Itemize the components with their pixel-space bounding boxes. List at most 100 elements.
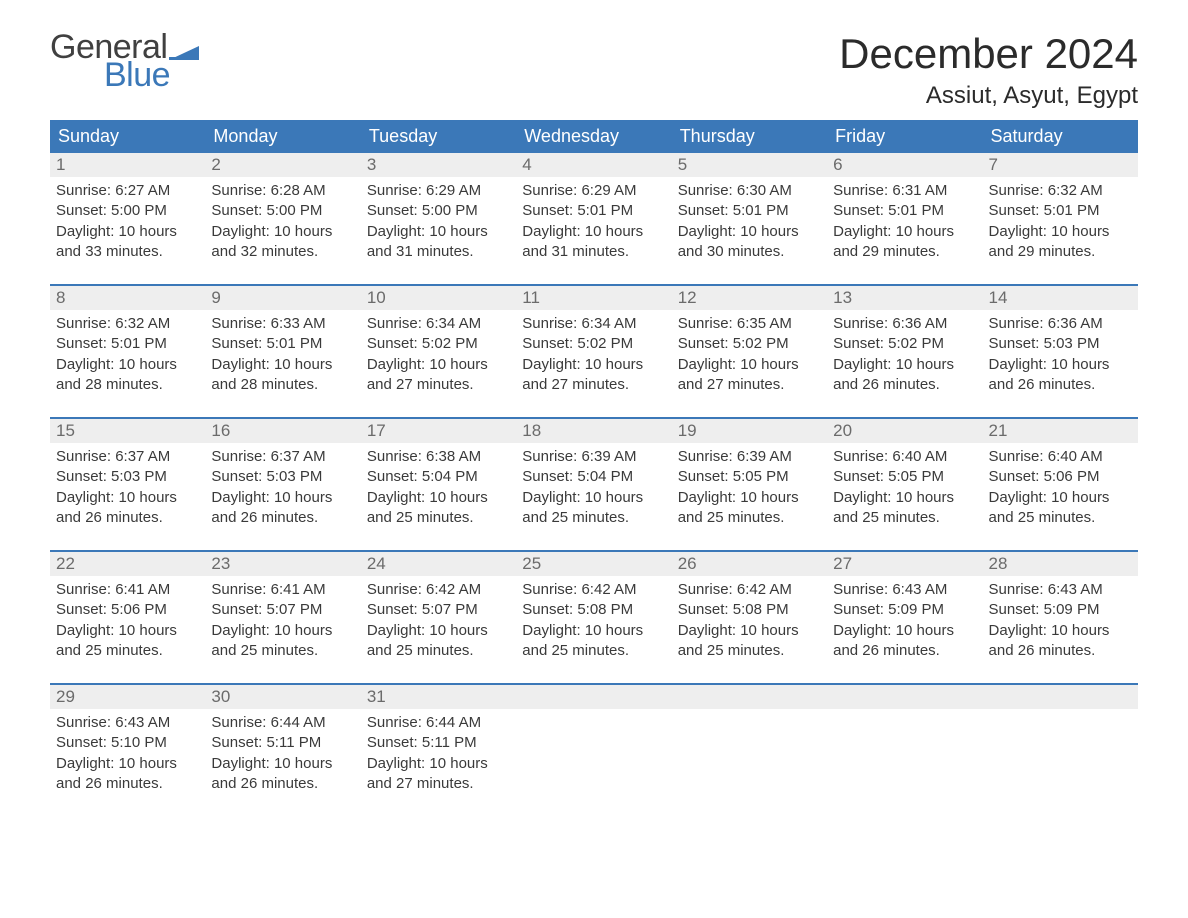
day-body: Sunrise: 6:32 AMSunset: 5:01 PMDaylight:… — [983, 177, 1138, 270]
calendar-day: 20Sunrise: 6:40 AMSunset: 5:05 PMDayligh… — [827, 419, 982, 536]
calendar-day: 14Sunrise: 6:36 AMSunset: 5:03 PMDayligh… — [983, 286, 1138, 403]
calendar-day: 11Sunrise: 6:34 AMSunset: 5:02 PMDayligh… — [516, 286, 671, 403]
calendar-day: 10Sunrise: 6:34 AMSunset: 5:02 PMDayligh… — [361, 286, 516, 403]
daylight-label: Daylight: — [833, 356, 891, 373]
day-number: 3 — [361, 153, 516, 177]
day-number: 29 — [50, 685, 205, 709]
sunrise-label: Sunrise: — [367, 448, 422, 465]
daylight-label: Daylight: — [211, 356, 269, 373]
daylight-label: Daylight: — [522, 356, 580, 373]
sunrise-label: Sunrise: — [833, 448, 888, 465]
week-row: 1Sunrise: 6:27 AMSunset: 5:00 PMDaylight… — [50, 153, 1138, 270]
calendar-day: 21Sunrise: 6:40 AMSunset: 5:06 PMDayligh… — [983, 419, 1138, 536]
location-subtitle: Assiut, Asyut, Egypt — [839, 82, 1138, 110]
daylight-label: Daylight: — [522, 489, 580, 506]
day-number: 24 — [361, 552, 516, 576]
sunrise-label: Sunrise: — [56, 315, 111, 332]
sunset-label: Sunset: — [367, 468, 418, 485]
sunset-label: Sunset: — [522, 468, 573, 485]
sunset-label: Sunset: — [833, 468, 884, 485]
sunset-label: Sunset: — [367, 734, 418, 751]
dow-friday: Friday — [827, 120, 982, 153]
daylight-label: Daylight: — [833, 223, 891, 240]
day-body: Sunrise: 6:41 AMSunset: 5:06 PMDaylight:… — [50, 576, 205, 669]
calendar-day: . — [516, 685, 671, 802]
day-number: 17 — [361, 419, 516, 443]
day-number: 28 — [983, 552, 1138, 576]
sunset-value: 5:03 PM — [266, 468, 322, 485]
sunrise-value: 6:42 AM — [426, 581, 481, 598]
sunset-value: 5:02 PM — [888, 335, 944, 352]
calendar-day: 30Sunrise: 6:44 AMSunset: 5:11 PMDayligh… — [205, 685, 360, 802]
calendar-day: 22Sunrise: 6:41 AMSunset: 5:06 PMDayligh… — [50, 552, 205, 669]
day-number: 12 — [672, 286, 827, 310]
sunrise-label: Sunrise: — [989, 448, 1044, 465]
calendar-day: 19Sunrise: 6:39 AMSunset: 5:05 PMDayligh… — [672, 419, 827, 536]
sunrise-label: Sunrise: — [367, 315, 422, 332]
daylight-label: Daylight: — [367, 489, 425, 506]
day-number: . — [516, 685, 671, 709]
sunset-value: 5:08 PM — [733, 601, 789, 618]
sunset-label: Sunset: — [989, 601, 1040, 618]
sunrise-label: Sunrise: — [989, 182, 1044, 199]
daylight-label: Daylight: — [522, 223, 580, 240]
sunrise-value: 6:39 AM — [737, 448, 792, 465]
sunrise-value: 6:36 AM — [1048, 315, 1103, 332]
day-number: 30 — [205, 685, 360, 709]
sunset-value: 5:02 PM — [577, 335, 633, 352]
calendar-day: 24Sunrise: 6:42 AMSunset: 5:07 PMDayligh… — [361, 552, 516, 669]
calendar-day: 7Sunrise: 6:32 AMSunset: 5:01 PMDaylight… — [983, 153, 1138, 270]
sunrise-value: 6:38 AM — [426, 448, 481, 465]
daylight-label: Daylight: — [56, 223, 114, 240]
sunrise-value: 6:31 AM — [892, 182, 947, 199]
day-number: 1 — [50, 153, 205, 177]
day-body: Sunrise: 6:30 AMSunset: 5:01 PMDaylight:… — [672, 177, 827, 270]
calendar-day: . — [827, 685, 982, 802]
day-body: Sunrise: 6:35 AMSunset: 5:02 PMDaylight:… — [672, 310, 827, 403]
daylight-label: Daylight: — [678, 489, 736, 506]
calendar-day: 1Sunrise: 6:27 AMSunset: 5:00 PMDaylight… — [50, 153, 205, 270]
sunrise-label: Sunrise: — [522, 448, 577, 465]
sunset-value: 5:09 PM — [1044, 601, 1100, 618]
daylight-label: Daylight: — [678, 356, 736, 373]
sunset-label: Sunset: — [522, 601, 573, 618]
calendar-day: 2Sunrise: 6:28 AMSunset: 5:00 PMDaylight… — [205, 153, 360, 270]
calendar-day: 29Sunrise: 6:43 AMSunset: 5:10 PMDayligh… — [50, 685, 205, 802]
week-row: 22Sunrise: 6:41 AMSunset: 5:06 PMDayligh… — [50, 550, 1138, 669]
sunset-label: Sunset: — [56, 601, 107, 618]
day-body: Sunrise: 6:37 AMSunset: 5:03 PMDaylight:… — [205, 443, 360, 536]
sunrise-label: Sunrise: — [211, 315, 266, 332]
sunset-label: Sunset: — [56, 734, 107, 751]
day-body: Sunrise: 6:38 AMSunset: 5:04 PMDaylight:… — [361, 443, 516, 536]
day-number: 6 — [827, 153, 982, 177]
daylight-label: Daylight: — [211, 622, 269, 639]
day-body: Sunrise: 6:39 AMSunset: 5:04 PMDaylight:… — [516, 443, 671, 536]
sunset-label: Sunset: — [211, 734, 262, 751]
day-body: Sunrise: 6:34 AMSunset: 5:02 PMDaylight:… — [361, 310, 516, 403]
sunrise-value: 6:40 AM — [1048, 448, 1103, 465]
day-number: . — [672, 685, 827, 709]
week-row: 29Sunrise: 6:43 AMSunset: 5:10 PMDayligh… — [50, 683, 1138, 802]
sunset-label: Sunset: — [833, 601, 884, 618]
daylight-label: Daylight: — [678, 223, 736, 240]
day-number: 11 — [516, 286, 671, 310]
sunset-value: 5:08 PM — [577, 601, 633, 618]
sunrise-label: Sunrise: — [56, 448, 111, 465]
day-body: Sunrise: 6:39 AMSunset: 5:05 PMDaylight:… — [672, 443, 827, 536]
daylight-label: Daylight: — [989, 356, 1047, 373]
day-number: 16 — [205, 419, 360, 443]
calendar-day: 23Sunrise: 6:41 AMSunset: 5:07 PMDayligh… — [205, 552, 360, 669]
sunrise-value: 6:44 AM — [271, 714, 326, 731]
sunset-label: Sunset: — [989, 468, 1040, 485]
sunrise-label: Sunrise: — [522, 581, 577, 598]
sunset-value: 5:01 PM — [266, 335, 322, 352]
day-body: Sunrise: 6:42 AMSunset: 5:07 PMDaylight:… — [361, 576, 516, 669]
brand-logo: General Blue — [50, 30, 199, 92]
sunrise-label: Sunrise: — [56, 581, 111, 598]
sunset-value: 5:00 PM — [422, 202, 478, 219]
sunrise-label: Sunrise: — [522, 182, 577, 199]
calendar-day: . — [983, 685, 1138, 802]
sunset-label: Sunset: — [678, 468, 729, 485]
sunrise-label: Sunrise: — [367, 182, 422, 199]
calendar-day: 28Sunrise: 6:43 AMSunset: 5:09 PMDayligh… — [983, 552, 1138, 669]
